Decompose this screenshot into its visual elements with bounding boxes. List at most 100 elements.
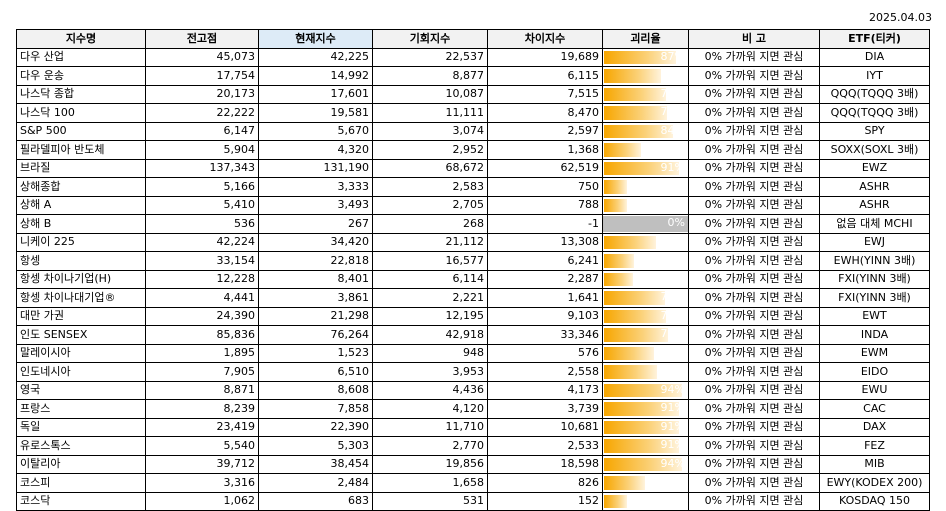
- gap-percent-label: 74%: [660, 290, 685, 303]
- report-date: 2025.04.03: [869, 11, 932, 24]
- prev-high-cell: 137,343: [145, 158, 259, 178]
- table-row: 나스닥 100 22,222 19,581 11,111 8,470 76% 0% 가까워 …: [16, 103, 930, 123]
- opportunity-cell: 268: [372, 214, 488, 234]
- index-name-cell: 이탈리아: [16, 454, 146, 474]
- index-name-cell: 브라질: [16, 158, 146, 178]
- table-row: 독일 23,419 22,390 11,710 10,681 91% 0% 가까워 지면 관…: [16, 417, 930, 437]
- note-cell: 0% 가까워 지면 관심: [688, 288, 820, 308]
- prev-high-cell: 24,390: [145, 306, 259, 326]
- col-header-current: 현재지수: [258, 29, 373, 49]
- gap-cell: 91%: [602, 158, 689, 178]
- gap-bar-fill: [604, 161, 680, 175]
- prev-high-cell: 22,222: [145, 103, 259, 123]
- diff-cell: 62,519: [487, 158, 603, 178]
- diff-cell: 9,103: [487, 306, 603, 326]
- note-cell: 0% 가까워 지면 관심: [688, 158, 820, 178]
- gap-cell: 91%: [602, 399, 689, 419]
- note-cell: 0% 가까워 지면 관심: [688, 214, 820, 234]
- col-header-gap: 괴리율: [602, 29, 689, 49]
- current-cell: 5,303: [258, 436, 373, 456]
- col-header-index-name: 지수명: [16, 29, 146, 49]
- opportunity-cell: 2,770: [372, 436, 488, 456]
- note-cell: 0% 가까워 지면 관심: [688, 362, 820, 382]
- gap-cell: 38%: [602, 251, 689, 271]
- current-cell: 17,601: [258, 84, 373, 104]
- table-row: 항셍 차이나대기업® 4,441 3,861 2,221 1,641 74% 0% 가까워 …: [16, 288, 930, 308]
- gap-percent-label: 76%: [660, 105, 685, 118]
- etf-cell: CAC: [819, 399, 930, 419]
- etf-cell: FXI(YINN 3배): [819, 288, 930, 308]
- opportunity-cell: 10,087: [372, 84, 488, 104]
- etf-cell: IYT: [819, 66, 930, 86]
- etf-cell: DIA: [819, 47, 930, 67]
- gap-percent-label: 75%: [660, 308, 685, 322]
- gap-bar-fill: [604, 457, 682, 471]
- gap-percent-label: 37%: [660, 271, 685, 285]
- gap-percent-label: 94%: [660, 456, 685, 470]
- table-row: 다우 산업 45,073 42,225 22,537 19,689 87% 0% 가까워 지…: [16, 47, 930, 67]
- note-cell: 0% 가까워 지면 관심: [688, 103, 820, 123]
- gap-bar-fill: [604, 87, 666, 101]
- gap-bar-fill: [604, 180, 627, 194]
- gap-percent-label: 63%: [660, 234, 685, 248]
- index-name-cell: 필라델피아 반도체: [16, 140, 146, 160]
- index-name-cell: 코스닥: [16, 491, 146, 511]
- index-name-cell: 말레이시아: [16, 343, 146, 363]
- diff-cell: 33,346: [487, 325, 603, 345]
- gap-cell: 63%: [602, 232, 689, 252]
- diff-cell: 8,470: [487, 103, 603, 123]
- prev-high-cell: 8,871: [145, 380, 259, 400]
- note-cell: 0% 가까워 지면 관심: [688, 47, 820, 67]
- index-name-cell: 항셍 차이나대기업®: [16, 288, 146, 308]
- current-cell: 8,401: [258, 269, 373, 289]
- opportunity-cell: 8,877: [372, 66, 488, 86]
- gap-percent-label: 50%: [660, 475, 685, 488]
- current-cell: 683: [258, 491, 373, 511]
- gap-bar-fill: [604, 235, 656, 249]
- table-row: 대만 가권 24,390 21,298 12,195 9,103 75% 0% 가까워 지면…: [16, 306, 930, 326]
- etf-cell: EWT: [819, 306, 930, 326]
- col-header-opportunity: 기회지수: [372, 29, 488, 49]
- gap-bar-fill: [604, 476, 645, 490]
- gap-percent-label: 78%: [660, 327, 685, 340]
- current-cell: 3,493: [258, 195, 373, 215]
- prev-high-cell: 5,166: [145, 177, 259, 197]
- diff-cell: -1: [487, 214, 603, 234]
- etf-cell: EWY(KODEX 200): [819, 473, 930, 493]
- etf-cell: KOSDAQ 150: [819, 491, 930, 511]
- note-cell: 0% 가까워 지면 관심: [688, 399, 820, 419]
- prev-high-cell: 5,540: [145, 436, 259, 456]
- gap-percent-label: 91%: [660, 401, 685, 414]
- prev-high-cell: 6,147: [145, 121, 259, 141]
- gap-percent-label: 29%: [660, 493, 685, 507]
- note-cell: 0% 가까워 지면 관심: [688, 269, 820, 289]
- opportunity-cell: 531: [372, 491, 488, 511]
- note-cell: 0% 가까워 지면 관심: [688, 473, 820, 493]
- note-cell: 0% 가까워 지면 관심: [688, 177, 820, 197]
- prev-high-cell: 3,316: [145, 473, 259, 493]
- diff-cell: 152: [487, 491, 603, 511]
- gap-bar-fill: [604, 420, 680, 434]
- diff-cell: 1,368: [487, 140, 603, 160]
- prev-high-cell: 5,904: [145, 140, 259, 160]
- gap-bar-fill: [604, 143, 642, 157]
- gap-cell: 0%: [602, 214, 689, 234]
- gap-bar-fill: [603, 216, 688, 232]
- diff-cell: 576: [487, 343, 603, 363]
- gap-percent-label: 84%: [660, 123, 685, 137]
- gap-cell: 76%: [602, 103, 689, 123]
- note-cell: 0% 가까워 지면 관심: [688, 232, 820, 252]
- table-row: 니케이 225 42,224 34,420 21,112 13,308 63% 0% 가까워…: [16, 232, 930, 252]
- note-cell: 0% 가까워 지면 관심: [688, 84, 820, 104]
- prev-high-cell: 39,712: [145, 454, 259, 474]
- opportunity-cell: 11,710: [372, 417, 488, 437]
- gap-cell: 87%: [602, 47, 689, 67]
- prev-high-cell: 33,154: [145, 251, 259, 271]
- diff-cell: 2,287: [487, 269, 603, 289]
- table-row: 나스닥 종합 20,173 17,601 10,087 7,515 75% 0% 가까워 지…: [16, 84, 930, 104]
- opportunity-cell: 2,952: [372, 140, 488, 160]
- etf-cell: ASHR: [819, 177, 930, 197]
- gap-bar-fill: [604, 383, 682, 397]
- index-name-cell: 프랑스: [16, 399, 146, 419]
- prev-high-cell: 12,228: [145, 269, 259, 289]
